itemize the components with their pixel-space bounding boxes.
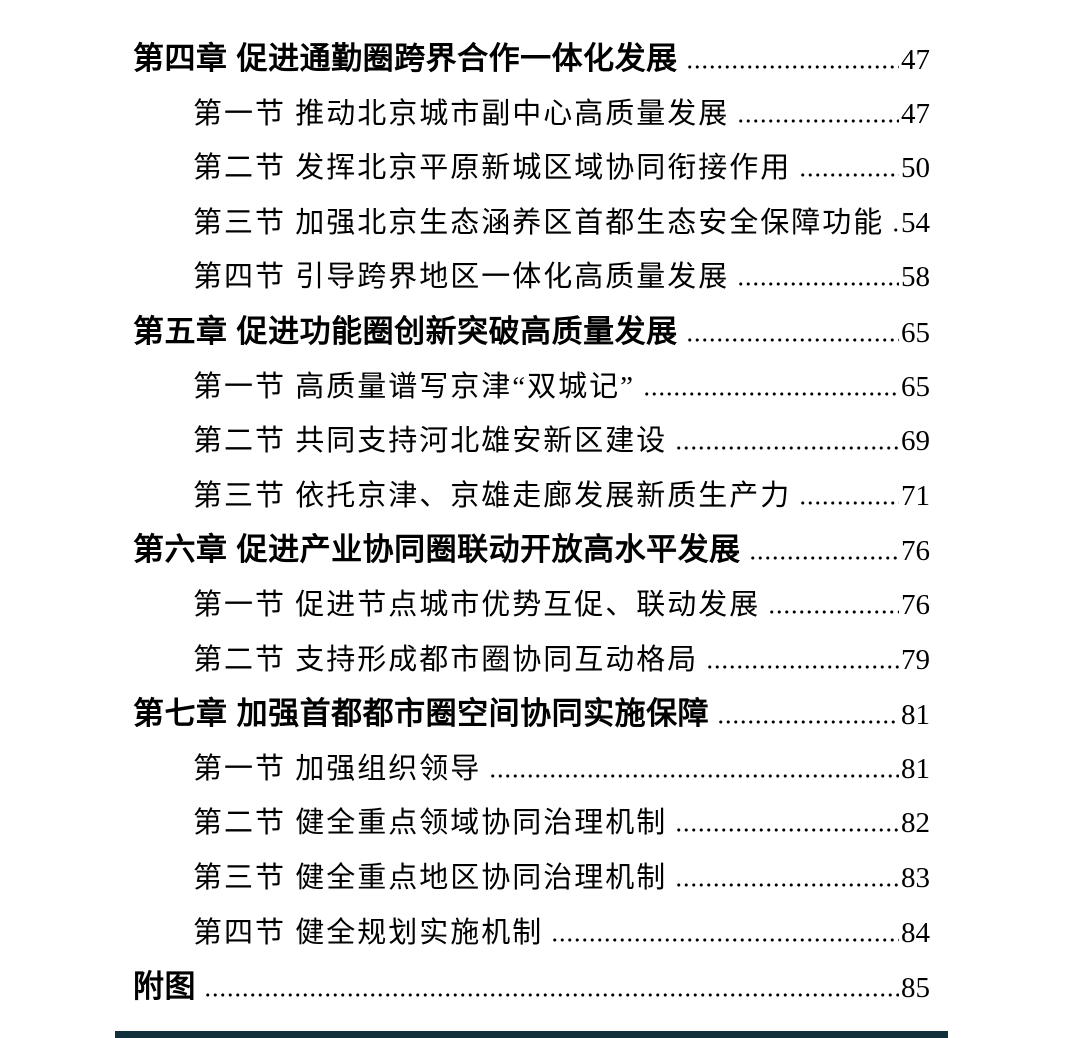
toc-entry-page-number: 47 — [901, 44, 930, 76]
toc-entry-page-number: 76 — [901, 588, 930, 621]
toc-entry-section: 第二节 共同支持河北雄安新区建设 69 — [133, 414, 930, 469]
toc-entry-section: 第一节 推动北京城市副中心高质量发展 47 — [133, 87, 930, 142]
toc-entry-page-number: 85 — [901, 972, 930, 1005]
toc-dotted-leader — [685, 65, 899, 69]
toc-entry-section: 第二节 发挥北京平原新城区域协同衔接作用 50 — [133, 141, 930, 196]
toc-entry-title: 第四节 引导跨界地区一体化高质量发展 — [193, 261, 730, 294]
toc-entry-page-number: 76 — [901, 535, 930, 568]
toc-entry-page-number: 82 — [901, 807, 930, 840]
toc-entry-title: 第一节 推动北京城市副中心高质量发展 — [193, 97, 730, 130]
toc-dotted-leader — [204, 993, 899, 998]
toc-entry-section: 第四节 健全规划实施机制 84 — [133, 906, 930, 961]
toc-entry-title: 第三节 加强北京生态涵养区首都生态安全保障功能 — [193, 206, 885, 239]
toc-entry-title: 第二节 发挥北京平原新城区域协同衔接作用 — [193, 152, 792, 185]
toc-entry-page-number: 81 — [901, 699, 930, 732]
toc-entry-chapter: 第五章 促进功能圈创新突破高质量发展 65 — [133, 305, 930, 360]
toc-entry-title: 第三节 依托京津、京雄走廊发展新质生产力 — [193, 479, 792, 512]
toc-entry-title: 第一节 促进节点城市优势互促、联动发展 — [193, 588, 761, 621]
toc-entry-page-number: 65 — [901, 316, 930, 349]
toc-entry-title: 第四节 健全规划实施机制 — [193, 916, 544, 949]
toc-entry-page-number: 71 — [901, 479, 930, 512]
toc-entry-page-number: 50 — [901, 152, 930, 185]
toc-entry-title: 附图 — [133, 969, 196, 1005]
toc-entry-section: 第一节 促进节点城市优势互促、联动发展 76 — [133, 578, 930, 633]
page-bottom-bar — [115, 1031, 948, 1038]
toc-entry-section: 第四节 引导跨界地区一体化高质量发展 58 — [133, 250, 930, 305]
toc-entry-page-number: 58 — [901, 261, 930, 294]
toc-entry-title: 第七章 加强首都都市圈空间协同实施保障 — [133, 696, 710, 732]
toc-entry-title: 第一节 高质量谱写京津“双城记” — [193, 370, 635, 403]
toc-entry-page-number: 65 — [901, 370, 930, 403]
toc-dotted-leader — [799, 500, 899, 505]
toc-dotted-leader — [685, 337, 899, 342]
toc-entry-section: 第三节 加强北京生态涵养区首都生态安全保障功能 54 — [133, 196, 930, 251]
toc-entry-page-number: 84 — [901, 916, 930, 949]
toc-dotted-leader — [489, 773, 899, 778]
toc-dotted-leader — [717, 720, 899, 725]
toc-entry-title: 第一节 加强组织领导 — [193, 752, 482, 785]
toc-entry-chapter: 附图 85 — [133, 960, 930, 1015]
toc-dotted-leader — [748, 556, 899, 561]
toc-dotted-leader — [551, 937, 899, 942]
toc-entry-chapter: 第六章 促进产业协同圈联动开放高水平发展 76 — [133, 523, 930, 578]
toc-entry-page-number: 47 — [901, 97, 930, 130]
toc-entry-title: 第二节 共同支持河北雄安新区建设 — [193, 425, 668, 458]
toc-entry-title: 第四章 促进通勤圈跨界合作一体化发展 — [133, 41, 678, 76]
toc-entry-page-number: 69 — [901, 425, 930, 458]
toc-entry-page-number: 54 — [901, 206, 930, 239]
toc-dotted-leader — [892, 227, 899, 232]
toc-dotted-leader — [675, 882, 899, 887]
toc-entry-title: 第六章 促进产业协同圈联动开放高水平发展 — [133, 532, 741, 568]
toc-dotted-leader — [768, 609, 899, 614]
toc-entry-title: 第二节 健全重点领域协同治理机制 — [193, 807, 668, 840]
toc-entry-title: 第三节 健全重点地区协同治理机制 — [193, 861, 668, 894]
toc-dotted-leader — [737, 118, 899, 123]
toc-entry-title: 第二节 支持形成都市圈协同互动格局 — [193, 643, 699, 676]
toc-dotted-leader — [675, 446, 899, 451]
toc-dotted-leader — [675, 828, 899, 833]
toc-entry-section: 第三节 依托京津、京雄走廊发展新质生产力 71 — [133, 469, 930, 524]
toc-entry-section: 第二节 支持形成都市圈协同互动格局 79 — [133, 633, 930, 688]
toc-dotted-leader — [643, 391, 899, 396]
toc-entry-page-number: 83 — [901, 861, 930, 894]
toc-dotted-leader — [706, 664, 899, 669]
toc-entry-chapter: 第四章 促进通勤圈跨界合作一体化发展 47 — [133, 32, 930, 87]
toc-entry-section: 第二节 健全重点领域协同治理机制 82 — [133, 796, 930, 851]
toc-dotted-leader — [737, 282, 899, 287]
table-of-contents: 第四章 促进通勤圈跨界合作一体化发展 47 第一节 推动北京城市副中心高质量发展… — [133, 32, 930, 1015]
toc-entry-section: 第一节 加强组织领导 81 — [133, 742, 930, 797]
toc-entry-page-number: 79 — [901, 643, 930, 676]
toc-entry-section: 第三节 健全重点地区协同治理机制 83 — [133, 851, 930, 906]
toc-entry-title: 第五章 促进功能圈创新突破高质量发展 — [133, 313, 678, 349]
toc-entry-section: 第一节 高质量谱写京津“双城记” 65 — [133, 360, 930, 415]
toc-entry-page-number: 81 — [901, 752, 930, 785]
toc-dotted-leader — [799, 173, 899, 178]
toc-entry-chapter: 第七章 加强首都都市圈空间协同实施保障 81 — [133, 687, 930, 742]
